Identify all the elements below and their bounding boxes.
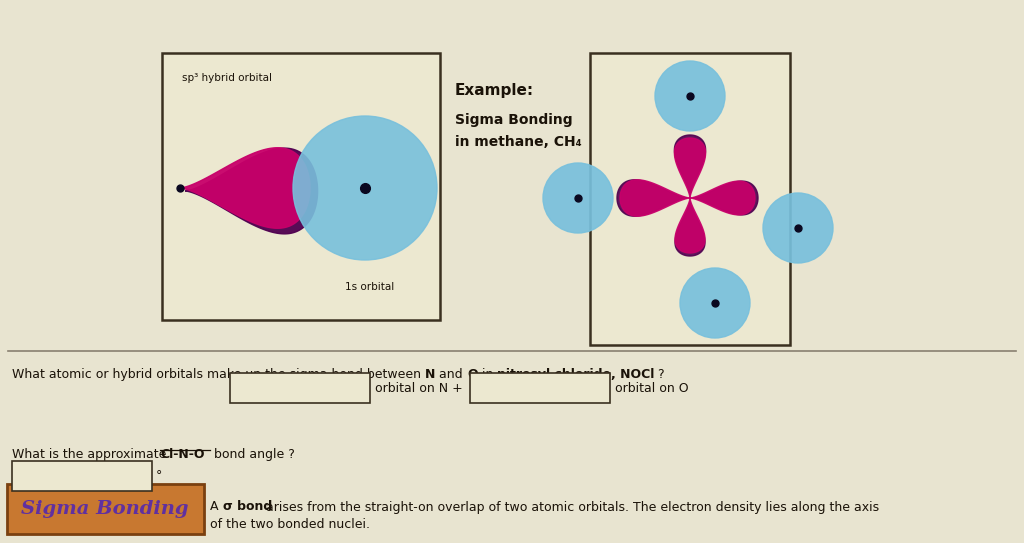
Text: orbital on O: orbital on O xyxy=(615,382,688,395)
Circle shape xyxy=(293,116,437,260)
Text: O: O xyxy=(467,368,477,381)
Text: What is the approximate: What is the approximate xyxy=(12,448,170,461)
Polygon shape xyxy=(620,180,690,216)
Circle shape xyxy=(680,268,750,338)
Text: What atomic or hybrid orbitals make up the sigma bond between: What atomic or hybrid orbitals make up t… xyxy=(12,368,425,381)
Text: N: N xyxy=(425,368,435,381)
Text: 1s orbital: 1s orbital xyxy=(345,282,394,292)
Text: arises from the straight-on overlap of two atomic orbitals. The electron density: arises from the straight-on overlap of t… xyxy=(262,501,880,514)
Polygon shape xyxy=(185,148,317,234)
Polygon shape xyxy=(675,198,705,253)
Polygon shape xyxy=(693,181,758,215)
Bar xyxy=(12,461,152,491)
Circle shape xyxy=(655,61,725,131)
Text: A: A xyxy=(210,501,222,514)
Polygon shape xyxy=(617,180,687,216)
FancyBboxPatch shape xyxy=(7,484,204,534)
Bar xyxy=(590,53,790,345)
Polygon shape xyxy=(690,181,755,215)
Text: nitrosyl chloride, NOCl: nitrosyl chloride, NOCl xyxy=(497,368,654,381)
Text: Example:: Example: xyxy=(455,83,535,98)
Bar xyxy=(470,373,610,403)
Bar xyxy=(230,373,370,403)
Text: Sigma Bonding: Sigma Bonding xyxy=(455,113,572,127)
Text: bond angle ?: bond angle ? xyxy=(210,448,295,461)
Circle shape xyxy=(763,193,833,263)
Text: and: and xyxy=(435,368,467,381)
Text: Cl-N-O: Cl-N-O xyxy=(160,448,205,461)
Text: σ bond: σ bond xyxy=(223,501,272,514)
Text: ?: ? xyxy=(654,368,665,381)
Text: Sigma Bonding: Sigma Bonding xyxy=(22,500,188,518)
Polygon shape xyxy=(180,148,310,228)
Text: °: ° xyxy=(156,470,163,483)
Text: sp³ hybrid orbital: sp³ hybrid orbital xyxy=(182,73,272,83)
Bar xyxy=(162,53,440,320)
Text: in: in xyxy=(477,368,497,381)
Polygon shape xyxy=(675,138,706,198)
Polygon shape xyxy=(675,201,705,256)
Text: of the two bonded nuclei.: of the two bonded nuclei. xyxy=(210,519,370,532)
Circle shape xyxy=(543,163,613,233)
Text: in methane, CH₄: in methane, CH₄ xyxy=(455,135,582,149)
Text: orbital on N +: orbital on N + xyxy=(375,382,463,395)
Polygon shape xyxy=(675,135,706,195)
